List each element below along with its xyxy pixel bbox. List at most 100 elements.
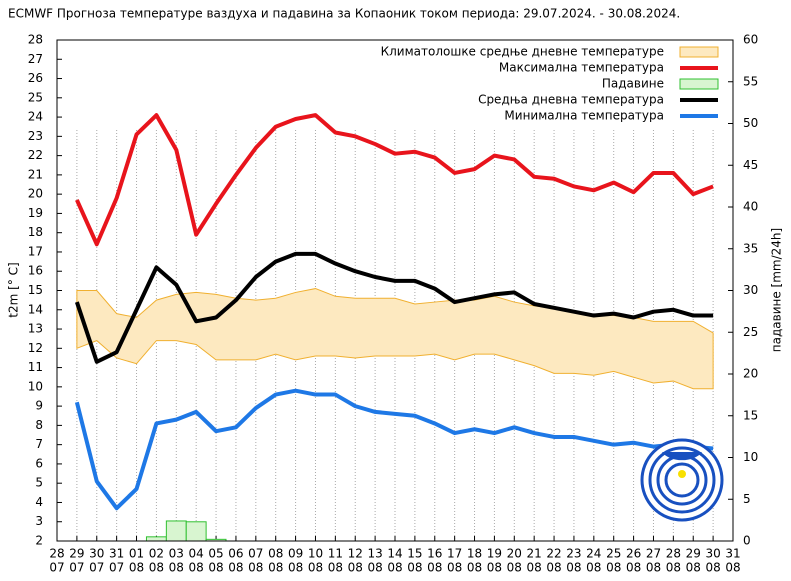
line (74, 388, 714, 511)
x-tick-label: 30 (705, 547, 720, 561)
chart-title: ECMWF Прогноза температуре ваздуха и пад… (8, 7, 680, 21)
x-tick-label: 03 (169, 547, 184, 561)
y2-tick-label: 5 (743, 492, 751, 506)
y2-tick-label: 20 (743, 367, 758, 381)
x-tick-label: 07 (69, 561, 84, 575)
x-tick-label: 30 (89, 547, 104, 561)
legend-label: Средња дневна температура (478, 93, 664, 107)
x-tick-label: 08 (427, 561, 442, 575)
y-tick-label: 2 (35, 534, 43, 548)
y-tick-label: 12 (28, 341, 43, 355)
x-tick-label: 08 (149, 561, 164, 575)
y-tick-label: 4 (35, 495, 43, 509)
x-tick-label: 08 (328, 561, 343, 575)
y-tick-label: 25 (28, 90, 43, 104)
x-tick-label: 08 (248, 561, 263, 575)
precip-bar (185, 521, 207, 542)
y2-tick-label: 35 (743, 241, 758, 255)
x-tick-label: 08 (407, 561, 422, 575)
x-tick-label: 06 (228, 547, 243, 561)
x-tick-label: 08 (686, 561, 701, 575)
x-tick-label: 08 (546, 561, 561, 575)
x-tick-label: 08 (288, 561, 303, 575)
x-tick-label: 31 (109, 547, 124, 561)
x-tick-label: 04 (189, 547, 204, 561)
x-tick-label: 08 (208, 561, 223, 575)
x-tick-label: 08 (308, 561, 323, 575)
x-tick-label: 08 (189, 561, 204, 575)
legend-label: Падавине (602, 77, 664, 91)
y-tick-label: 10 (28, 379, 43, 393)
x-tick-label: 08 (487, 561, 502, 575)
y-tick-label: 8 (35, 418, 43, 432)
precip-bar (145, 536, 167, 542)
line (75, 113, 714, 247)
x-tick-label: 08 (129, 561, 144, 575)
y2-tick-label: 25 (743, 325, 758, 339)
x-tick-label: 08 (705, 561, 720, 575)
y-tick-label: 28 (28, 33, 43, 47)
x-tick-label: 08 (646, 561, 661, 575)
y-tick-label: 18 (28, 225, 43, 239)
x-tick-label: 02 (149, 547, 164, 561)
x-tick-label: 29 (686, 547, 701, 561)
x-tick-label: 27 (646, 547, 661, 561)
x-tick-label: 24 (586, 547, 601, 561)
y-tick-label: 14 (28, 302, 43, 316)
x-tick-label: 20 (507, 547, 522, 561)
legend-label: Минимална температура (504, 109, 664, 123)
y2-tick-label: 45 (743, 158, 758, 172)
x-tick-label: 01 (129, 547, 144, 561)
x-tick-label: 26 (626, 547, 641, 561)
x-tick-label: 31 (725, 547, 740, 561)
y-tick-label: 9 (35, 399, 43, 413)
plot-frame (56, 39, 734, 542)
y-tick-label: 11 (28, 360, 43, 374)
y-tick-label: 24 (28, 110, 43, 124)
x-tick-label: 29 (69, 547, 84, 561)
y-tick-label: 15 (28, 283, 43, 297)
x-tick-label: 28 (666, 547, 681, 561)
x-tick-label: 08 (387, 561, 402, 575)
x-tick-label: 08 (666, 561, 681, 575)
logo (640, 438, 724, 522)
x-tick-label: 08 (447, 561, 462, 575)
y2-tick-label: 60 (743, 33, 758, 47)
x-tick-label: 22 (546, 547, 561, 561)
x-tick-label: 28 (49, 547, 64, 561)
x-tick-label: 17 (447, 547, 462, 561)
x-tick-label: 21 (527, 547, 542, 561)
x-tick-label: 08 (606, 561, 621, 575)
y-tick-label: 27 (28, 52, 43, 66)
y-tick-label: 6 (35, 456, 43, 470)
x-tick-label: 19 (487, 547, 502, 561)
y2-tick-label: 15 (743, 408, 758, 422)
x-tick-label: 08 (228, 561, 243, 575)
x-tick-label: 08 (348, 561, 363, 575)
line (74, 251, 714, 364)
x-tick-label: 07 (248, 547, 263, 561)
x-tick-label: 08 (268, 547, 283, 561)
x-tick-label: 08 (725, 561, 740, 575)
y2-tick-label: 10 (743, 450, 758, 464)
x-tick-label: 08 (586, 561, 601, 575)
y-tick-label: 16 (28, 264, 43, 278)
climate-band (76, 288, 714, 390)
y-tick-label: 17 (28, 244, 43, 258)
x-tick-label: 25 (606, 547, 621, 561)
x-tick-label: 08 (169, 561, 184, 575)
legend-swatch (679, 46, 719, 58)
y-tick-label: 26 (28, 71, 43, 85)
x-tick-label: 08 (467, 561, 482, 575)
x-tick-label: 16 (427, 547, 442, 561)
x-tick-label: 08 (566, 561, 581, 575)
y2-tick-label: 55 (743, 74, 758, 88)
y-axis-label: t2m [° C] (7, 262, 21, 317)
x-tick-label: 12 (348, 547, 363, 561)
legend-swatch (679, 78, 719, 90)
y-tick-label: 23 (28, 129, 43, 143)
x-tick-label: 10 (308, 547, 323, 561)
y-tick-label: 22 (28, 148, 43, 162)
y-tick-label: 19 (28, 206, 43, 220)
